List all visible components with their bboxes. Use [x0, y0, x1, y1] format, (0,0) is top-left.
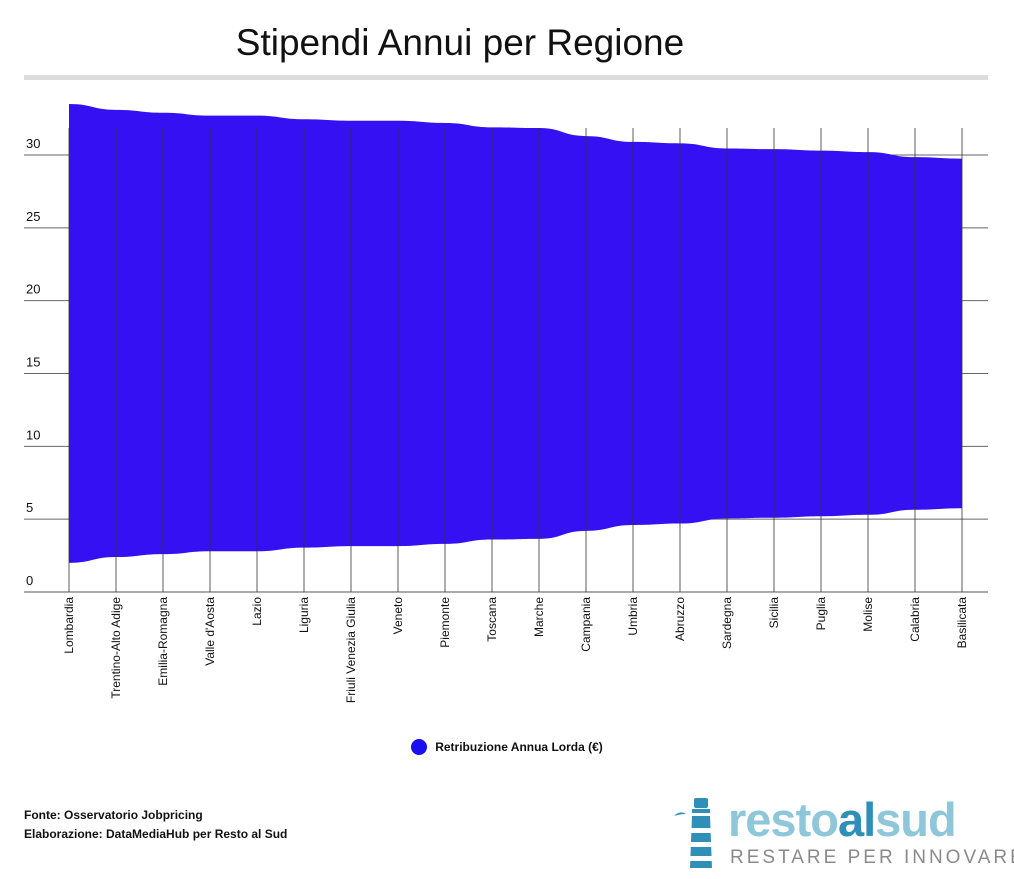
y-tick-label: 0	[26, 573, 33, 588]
x-tick-label: Liguria	[297, 597, 311, 633]
title-divider	[24, 75, 988, 80]
y-tick-label: 30	[26, 136, 40, 151]
elaboration-note: Elaborazione: DataMediaHub per Resto al …	[24, 827, 288, 841]
y-tick-label: 20	[26, 282, 40, 297]
x-tick-label: Umbria	[626, 597, 640, 636]
x-tick-label: Veneto	[391, 597, 405, 635]
y-tick-label: 15	[26, 355, 40, 370]
x-tick-label: Campania	[579, 597, 593, 652]
x-tick-label: Molise	[861, 597, 875, 632]
chart-title: Stipendi Annui per Regione	[235, 22, 685, 63]
x-tick-label: Puglia	[814, 597, 828, 631]
x-tick-label: Emilia-Romagna	[156, 597, 170, 686]
x-tick-label: Toscana	[485, 597, 499, 642]
legend: Retribuzione Annua Lorda (€)	[0, 739, 1014, 755]
x-tick-label: Calabria	[908, 597, 922, 642]
x-tick-label: Basilicata	[955, 597, 969, 649]
x-tick-label: Sardegna	[720, 597, 734, 649]
x-tick-label: Lazio	[250, 597, 264, 626]
x-tick-label: Friuli Venezia Giulia	[344, 597, 358, 703]
source-note: Fonte: Osservatorio Jobpricing	[24, 808, 203, 822]
logo-tagline: RESTARE PER INNOVARE	[730, 847, 1014, 868]
x-tick-label: Valle d'Aosta	[203, 597, 217, 666]
x-tick-label: Piemonte	[438, 597, 452, 648]
restoalsud-logo: restoalsud RESTARE PER INNOVARE	[668, 793, 1014, 872]
x-tick-label: Lombardia	[62, 597, 76, 654]
vertical-gridlines	[68, 128, 963, 592]
y-tick-label: 5	[26, 500, 33, 515]
area-series-retribuzione	[69, 104, 962, 563]
x-axis-ticks: Lombardia Trentino-Alto Adige Emilia-Romag…	[62, 597, 969, 703]
lighthouse-icon	[674, 798, 714, 868]
area-layer	[69, 104, 962, 563]
x-tick-label: Trentino-Alto Adige	[109, 597, 123, 699]
x-tick-label: Abruzzo	[673, 597, 687, 641]
x-tick-label: Marche	[532, 597, 546, 637]
x-tick-label: Sicilia	[767, 597, 781, 629]
legend-swatch	[411, 739, 428, 755]
logo-wordmark: restoalsud	[728, 793, 957, 846]
y-tick-label: 10	[26, 427, 40, 442]
area-chart: 0 5 10 15 20 25 30 Lombardia Trentino-Alto Adig…	[24, 104, 988, 703]
legend-label: Retribuzione Annua Lorda (€)	[435, 740, 603, 754]
y-tick-label: 25	[26, 209, 40, 224]
footer: Fonte: Osservatorio Jobpricing Elaborazi…	[24, 806, 287, 844]
y-axis-ticks: 0 5 10 15 20 25 30	[26, 136, 40, 588]
